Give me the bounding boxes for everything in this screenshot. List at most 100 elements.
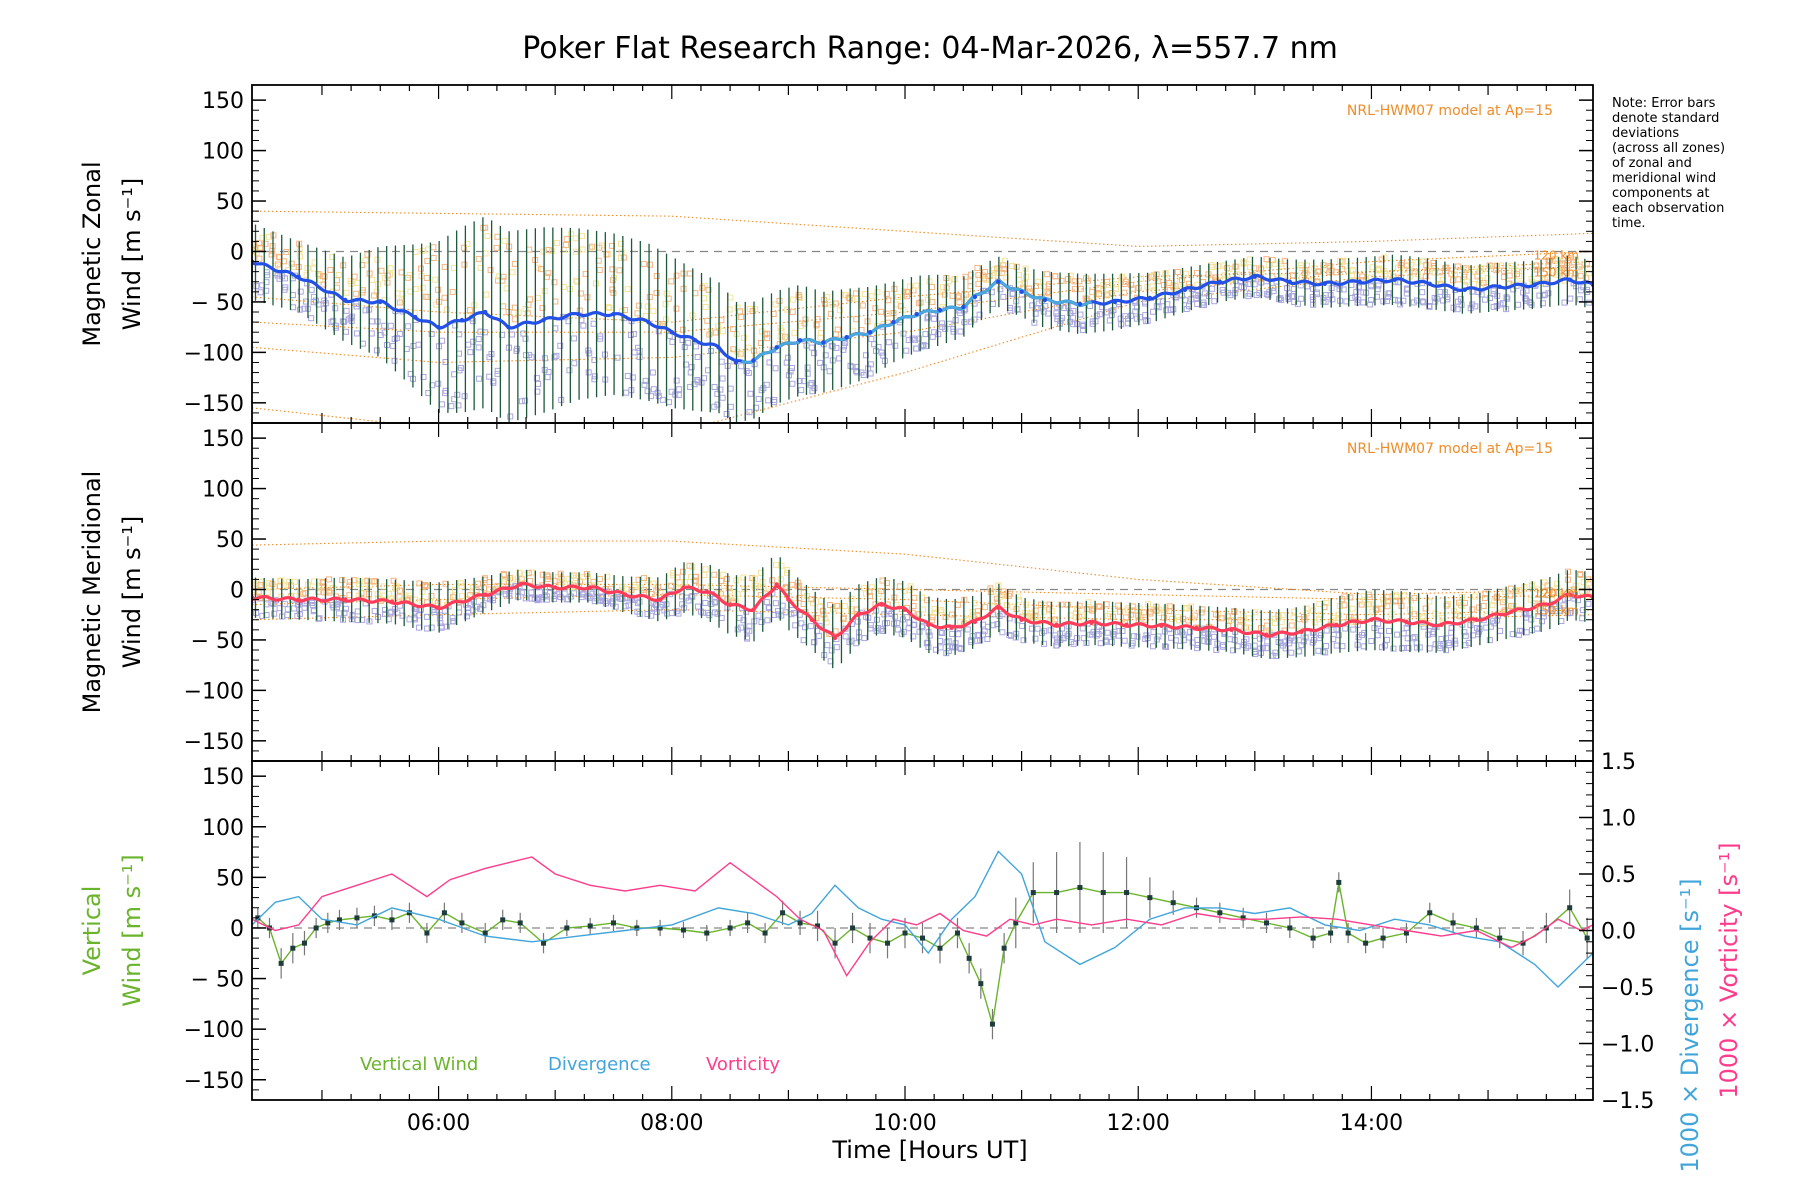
zone-point (439, 401, 446, 408)
zone-point (1176, 617, 1183, 624)
zone-point (544, 374, 551, 381)
zone-point (487, 267, 494, 274)
zone-point (738, 624, 745, 631)
zone-point (435, 286, 442, 293)
vertical-wind-point-45 (1030, 890, 1036, 896)
zone-point (1103, 601, 1110, 608)
mean-point-zonal-31 (1077, 301, 1083, 307)
zone-point (1469, 301, 1476, 308)
zone-point (1516, 588, 1523, 595)
zone-point (968, 318, 975, 325)
vertical-wind-point-59 (1336, 879, 1342, 885)
zone-point (577, 290, 584, 297)
zone-point (429, 382, 436, 389)
zone-point (1335, 632, 1342, 639)
zone-point (964, 626, 971, 633)
y-tick-label: −100 (184, 1018, 244, 1043)
zone-point (702, 599, 709, 606)
zone-point (636, 347, 643, 354)
mean-point-zonal-22 (867, 329, 873, 335)
zone-point (1160, 281, 1167, 288)
mean-point-zonal-18 (774, 345, 779, 350)
zone-point (1014, 305, 1021, 312)
y-tick-label: −100 (184, 341, 244, 366)
zone-point (493, 244, 500, 251)
zone-point (949, 292, 956, 299)
zone-point (326, 576, 333, 583)
zone-point (745, 369, 752, 376)
zone-point (528, 569, 535, 576)
zone-point (1486, 637, 1493, 644)
zone-point (281, 275, 288, 282)
zone-point (1079, 326, 1086, 333)
error-bars-meridional (254, 557, 1586, 669)
zone-point (359, 261, 366, 268)
zone-point (326, 587, 333, 594)
zone-point (715, 323, 722, 330)
zone-point (1000, 262, 1007, 269)
zone-point (553, 352, 560, 359)
zone-point (717, 386, 724, 393)
zone-point (782, 609, 789, 616)
zone-point (1528, 616, 1535, 623)
y-axis-zonal: 150 100 50 0 − 50 −100 −150 (184, 89, 1593, 417)
zone-point (309, 600, 316, 607)
zone-point (416, 624, 423, 631)
mean-point-meridional-32 (1229, 627, 1234, 633)
zone-point (867, 622, 874, 629)
zone-point (1313, 291, 1320, 298)
zone-point (1150, 308, 1157, 315)
error-bars-vertical (257, 841, 1588, 1040)
zone-point (535, 294, 542, 301)
zone-point (614, 593, 621, 600)
zone-point (571, 590, 578, 597)
mean-point-zonal-13 (669, 329, 674, 335)
zone-point (1419, 613, 1426, 620)
right-axis-vertical: 1.5 1.0 0.5 0.0 −0.5 −1.0 −1.5 (1579, 750, 1654, 1114)
zone-point (460, 244, 467, 251)
vertical-wind-point-14 (459, 920, 465, 926)
zone-point (999, 629, 1006, 636)
zone-point (734, 591, 741, 598)
x-axis-title: Time [Hours UT] (831, 1136, 1027, 1164)
zone-point (1560, 602, 1567, 609)
zone-point (1097, 640, 1104, 647)
zone-point (702, 304, 709, 311)
zone-point (563, 241, 570, 248)
zone-point (738, 363, 745, 370)
zone-point (1264, 638, 1271, 645)
zone-point (636, 354, 643, 361)
zone-point (764, 335, 771, 342)
zone-point (877, 308, 884, 315)
zone-point (1251, 265, 1258, 272)
zone-point (1245, 643, 1252, 650)
zone-point (1236, 623, 1243, 630)
zone-point (1080, 635, 1087, 642)
zone-point (1227, 636, 1234, 643)
zone-point (535, 380, 542, 387)
zone-point (1486, 262, 1493, 269)
zone-point (915, 335, 922, 342)
zone-point (483, 291, 490, 298)
zone-point (455, 402, 462, 409)
mean-point-meridional-7 (552, 585, 558, 590)
mean-point-zonal-3 (378, 299, 383, 305)
zone-point (1585, 270, 1592, 277)
zone-point (1246, 256, 1253, 263)
zone-point (842, 633, 849, 640)
zone-point (259, 234, 266, 241)
vertical-wind-point-40 (966, 955, 972, 961)
mean-point-zonal-32 (1112, 299, 1118, 305)
zone-point (1444, 600, 1451, 607)
zone-point (1315, 268, 1322, 275)
legend-entry-vorticity: Vorticity (706, 1054, 780, 1075)
vertical-wind-point-63 (1403, 930, 1409, 936)
zone-point (789, 308, 796, 315)
zone-point (522, 571, 529, 578)
zone-point (1219, 642, 1226, 649)
zone-point (1501, 607, 1508, 614)
zone-point (574, 278, 581, 285)
legend-entry-divergence: Divergence (548, 1054, 651, 1075)
zone-point (852, 290, 859, 297)
zone-point (361, 585, 368, 592)
